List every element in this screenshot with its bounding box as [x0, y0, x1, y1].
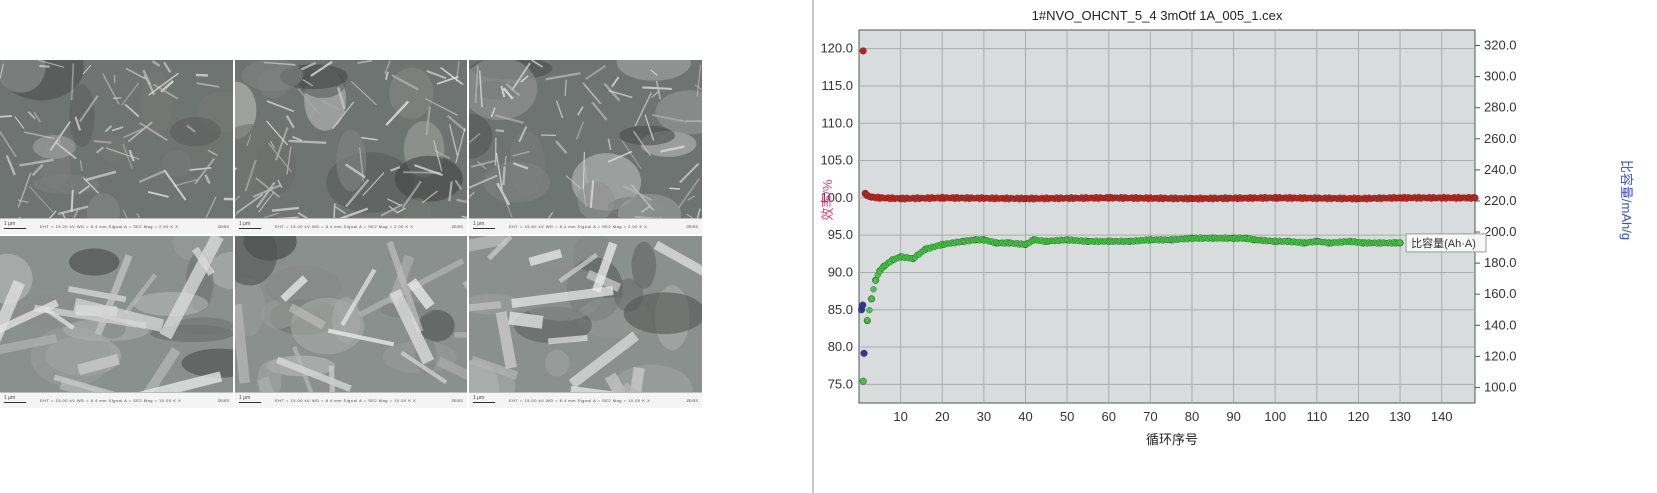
plot-background: [858, 29, 1476, 404]
sem-metadata: EHT = 15.00 kV WD = 8.4 mm Signal A = SE…: [509, 224, 648, 229]
scale-bar-label: 1 μm: [239, 221, 251, 227]
sem-tile: 1 μm EHT = 15.00 kV WD = 8.4 mm Signal A …: [0, 60, 233, 234]
sem-tile: 1 μm EHT = 15.00 kV WD = 8.4 mm Signal A …: [235, 60, 467, 234]
scale-bar: [473, 402, 495, 403]
sem-micrograph: [0, 236, 233, 393]
sem-metadata: EHT = 15.00 kV WD = 8.4 mm Signal A = SE…: [40, 224, 179, 229]
sem-metadata: EHT = 15.00 kV WD = 8.4 mm Signal A = SE…: [275, 224, 414, 229]
x-tick-label: 50: [1060, 409, 1074, 424]
x-tick-label: 10: [893, 409, 907, 424]
x-tick-label: 60: [1101, 409, 1115, 424]
y-left-tick-label: 90.0: [828, 264, 853, 279]
sem-brand: ZEISS: [451, 224, 463, 229]
x-axis-label: 循环序号: [1146, 432, 1198, 447]
data-point: [859, 377, 867, 385]
x-tick-label: 70: [1143, 409, 1157, 424]
y-right-tick-label: 220.0: [1484, 193, 1517, 208]
data-point: [860, 349, 868, 357]
x-tick-label: 30: [977, 409, 991, 424]
sem-info-bar: 1 μm EHT = 15.00 kV WD = 8.4 mm Signal A …: [235, 392, 467, 408]
y-left-tick-label: 105.0: [820, 153, 853, 168]
scale-bar-label: 1 μm: [473, 221, 485, 227]
y-right-tick-label: 100.0: [1484, 379, 1517, 394]
x-tick-label: 140: [1431, 409, 1453, 424]
x-tick-label: 130: [1389, 409, 1411, 424]
legend-label: 比容量(Ah·A): [1411, 236, 1476, 250]
sem-micrograph: [0, 60, 233, 219]
x-tick-label: 90: [1226, 409, 1240, 424]
sem-metadata: EHT = 15.00 kV WD = 8.4 mm Signal A = SE…: [275, 398, 417, 403]
sem-brand: ZEISS: [686, 398, 698, 403]
x-tick-label: 80: [1185, 409, 1199, 424]
y-right-tick-label: 280.0: [1484, 100, 1517, 115]
sem-brand: ZEISS: [217, 398, 229, 403]
y-right-tick-label: 180.0: [1484, 255, 1517, 270]
data-point: [859, 47, 867, 55]
y-right-tick-label: 240.0: [1484, 162, 1517, 177]
y-axis-label-left: 效率/%: [820, 179, 835, 221]
x-tick-label: 20: [935, 409, 949, 424]
scale-bar-label: 1 μm: [4, 395, 16, 401]
sem-micrograph: [469, 236, 702, 393]
y-right-tick-label: 200.0: [1484, 224, 1517, 239]
sem-brand: ZEISS: [686, 224, 698, 229]
y-left-tick-label: 80.0: [828, 339, 853, 354]
sem-info-bar: 1 μm EHT = 15.00 kV WD = 8.4 mm Signal A …: [235, 218, 467, 234]
scale-bar-label: 1 μm: [473, 395, 485, 401]
sem-info-bar: 1 μm EHT = 15.00 kV WD = 8.4 mm Signal A …: [469, 392, 702, 408]
scale-bar: [4, 228, 26, 229]
sem-info-bar: 1 μm EHT = 15.00 kV WD = 8.4 mm Signal A …: [469, 218, 702, 234]
y-right-tick-label: 160.0: [1484, 286, 1517, 301]
data-point: [870, 286, 877, 293]
y-left-tick-label: 115.0: [821, 78, 853, 93]
y-left-tick-label: 100.0: [820, 190, 853, 205]
data-point: [859, 301, 867, 309]
sem-tile: 1 μm EHT = 15.00 kV WD = 8.4 mm Signal A …: [469, 60, 702, 234]
sem-tile: 1 μm EHT = 15.00 kV WD = 8.4 mm Signal A …: [0, 236, 233, 408]
scale-bar: [473, 228, 495, 229]
sem-brand: ZEISS: [451, 398, 463, 403]
data-point: [872, 277, 879, 284]
y-right-tick-label: 320.0: [1484, 38, 1517, 53]
x-tick-label: 100: [1264, 409, 1286, 424]
sem-micrograph: [235, 60, 467, 219]
y-left-tick-label: 120.0: [820, 41, 853, 56]
scale-bar: [4, 402, 26, 403]
y-right-tick-label: 140.0: [1484, 317, 1517, 332]
sem-micrograph: [469, 60, 702, 219]
plot-area: 10 20 30 40 50 60 70 80 90 100 110 120 130 140 75.0 80.…: [820, 29, 1517, 424]
sem-tile: 1 μm EHT = 15.00 kV WD = 8.4 mm Signal A …: [235, 236, 467, 408]
y-right-tick-label: 300.0: [1484, 69, 1517, 84]
data-point: [866, 306, 873, 314]
sem-image-panel: 1 μm EHT = 15.00 kV WD = 8.4 mm Signal A …: [0, 60, 742, 432]
scale-bar: [239, 402, 261, 403]
data-point: [1471, 194, 1479, 202]
sem-tile: 1 μm EHT = 15.00 kV WD = 8.4 mm Signal A …: [469, 236, 702, 408]
sem-metadata: EHT = 15.00 kV WD = 8.4 mm Signal A = SE…: [40, 398, 182, 403]
data-point: [864, 316, 871, 324]
data-point: [868, 295, 875, 302]
scale-bar: [239, 228, 261, 229]
y-left-tick-label: 85.0: [828, 302, 853, 317]
scale-bar-label: 1 μm: [4, 221, 16, 227]
sem-info-bar: 1 μm EHT = 15.00 kV WD = 8.4 mm Signal A …: [0, 392, 233, 408]
y-right-tick-label: 120.0: [1484, 348, 1517, 363]
x-tick-label: 40: [1018, 409, 1032, 424]
y-right-tick-label: 260.0: [1484, 131, 1517, 146]
data-point: [1396, 239, 1404, 246]
scale-bar-label: 1 μm: [239, 395, 251, 401]
chart-title: 1#NVO_OHCNT_5_4 3mOtf 1A_005_1.cex: [1032, 8, 1283, 23]
x-tick-label: 110: [1306, 409, 1327, 424]
y-left-tick-label: 95.0: [828, 227, 853, 242]
x-tick-label: 120: [1348, 409, 1370, 424]
sem-metadata: EHT = 15.00 kV WD = 8.4 mm Signal A = SE…: [509, 398, 651, 403]
y-axis-label-right: 比容量/mAh/g: [1619, 160, 1634, 240]
legend-box: [1405, 233, 1487, 253]
sem-micrograph: [235, 236, 467, 393]
y-left-tick-label: 75.0: [828, 376, 853, 391]
y-left-tick-label: 110.0: [821, 115, 853, 130]
sem-info-bar: 1 μm EHT = 15.00 kV WD = 8.4 mm Signal A …: [0, 218, 233, 234]
cycling-chart: 1#NVO_OHCNT_5_4 3mOtf 1A_005_1.cex 10 20 3…: [820, 8, 1634, 447]
sem-brand: ZEISS: [217, 224, 229, 229]
